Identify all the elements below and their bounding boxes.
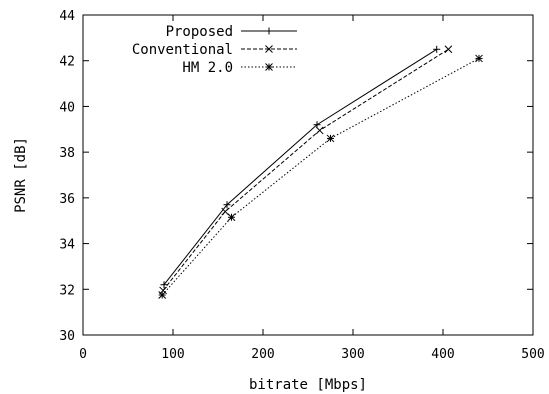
legend-marker [265,45,273,53]
data-point [227,213,236,222]
data-point [159,286,167,295]
legend: Proposed Conventional HM 2.0 [132,24,297,76]
data-point [315,126,324,135]
x-tick-label: 0 [79,347,87,362]
legend-label: HM 2.0 [182,60,233,76]
series-2 [159,45,453,295]
data-point [223,201,231,209]
data-point [326,134,335,143]
legend-entry: Conventional [132,42,297,58]
x-tick-label: 300 [341,347,364,362]
legend-label: Proposed [166,24,233,40]
data-point [433,45,441,53]
y-axis-label: PSNR [dB] [13,137,29,213]
series-line [162,48,449,291]
legend-entry: HM 2.0 [182,60,297,76]
data-point [158,291,167,299]
legend-label: Conventional [132,42,233,58]
x-axis-ticks: 0 100 200 300 400 500 [79,15,545,362]
y-tick-label: 38 [59,146,75,161]
y-tick-label: 36 [59,192,75,207]
legend-entry: Proposed [166,24,297,40]
y-tick-label: 42 [59,55,75,70]
series-line [163,48,437,286]
legend-marker [265,63,273,71]
series-layer [158,45,483,299]
y-tick-label: 44 [59,9,75,24]
series-3 [158,54,483,299]
x-tick-label: 400 [431,347,454,362]
x-tick-label: 500 [521,347,544,362]
data-point [444,45,453,54]
x-tick-label: 200 [251,347,274,362]
y-axis-ticks: 30 32 34 36 38 40 42 44 [59,9,533,344]
y-tick-label: 40 [59,100,75,115]
y-tick-label: 32 [59,283,75,298]
y-tick-label: 34 [59,238,75,253]
legend-marker [265,27,273,35]
series-1 [160,45,441,289]
data-point [160,281,168,289]
x-tick-label: 100 [161,347,184,362]
data-point [475,54,483,63]
x-axis-label: bitrate [Mbps] [249,377,367,393]
plot-frame [82,14,534,336]
data-point [221,207,230,216]
series-line [161,57,480,296]
y-tick-label: 30 [59,329,75,344]
